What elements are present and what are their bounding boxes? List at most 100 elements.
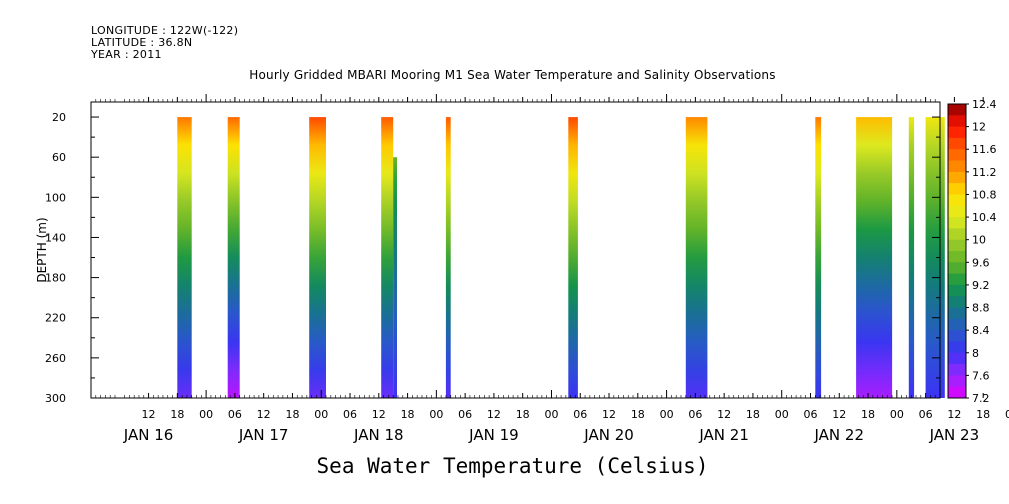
x-date-label: JAN 16 [123, 426, 174, 444]
plot-frame [90, 101, 941, 399]
y-tick-label: 20 [52, 111, 66, 124]
data-column [925, 117, 945, 398]
colorbar-band [948, 307, 966, 320]
colorbar-tick-label: 11.6 [972, 143, 997, 156]
data-column [908, 117, 915, 398]
x-date-label: JAN 23 [929, 426, 980, 444]
colorbar-tick-label: 12 [972, 121, 986, 134]
x-date-label: JAN 20 [583, 426, 634, 444]
colorbar-tick-label: 10 [972, 234, 986, 247]
y-tick-label: 300 [45, 392, 66, 405]
x-tick-label: 12 [947, 408, 961, 421]
data-column [685, 117, 708, 398]
colorbar-band [948, 330, 966, 342]
y-tick-label: 140 [45, 231, 66, 244]
colorbar-band [948, 251, 966, 263]
x-date-label: JAN 22 [814, 426, 865, 444]
colorbar-band [948, 386, 966, 399]
data-column [381, 117, 394, 398]
data-column [815, 117, 822, 398]
y-tick-label: 100 [45, 191, 66, 204]
colorbar-band [948, 364, 966, 376]
x-tick-label: 06 [228, 408, 242, 421]
latitude-label: LATITUDE : 36.8N [91, 36, 193, 49]
x-tick-label: 06 [919, 408, 933, 421]
x-tick-label: 00 [199, 408, 213, 421]
colorbar-tick-label: 8.8 [972, 302, 990, 315]
colorbar-tick-label: 8.4 [972, 324, 990, 337]
y-axis-label: DEPTH (m) [35, 217, 49, 282]
x-tick-label: 18 [631, 408, 645, 421]
colorbar-band [948, 239, 966, 252]
x-tick-label: 18 [401, 408, 415, 421]
x-tick-label: 00 [429, 408, 443, 421]
y-tick-label: 260 [45, 352, 66, 365]
x-tick-label: 00 [890, 408, 904, 421]
colorbar-band [948, 205, 966, 218]
x-date-label: JAN 18 [353, 426, 404, 444]
data-columns [177, 117, 945, 398]
colorbar-band [948, 273, 966, 286]
data-column [445, 117, 451, 398]
colorbar-band [948, 104, 966, 116]
colorbar-band [948, 194, 966, 207]
x-tick-label: 12 [602, 408, 616, 421]
colorbar-band [948, 171, 966, 184]
x-date-label: JAN 21 [698, 426, 749, 444]
x-tick-label: 00 [314, 408, 328, 421]
colorbar-band [948, 149, 966, 161]
y-axis: 20 60 100 140 180 220 260 300 [45, 111, 940, 405]
y-tick-label: 220 [45, 312, 66, 325]
x-tick-label: 12 [142, 408, 156, 421]
colorbar-tick-label: 11.2 [972, 166, 997, 179]
x-tick-label: 06 [803, 408, 817, 421]
x-tick-label: 18 [746, 408, 760, 421]
colorbar-band [948, 352, 966, 365]
x-tick-label: 18 [285, 408, 299, 421]
x-tick-label: 06 [688, 408, 702, 421]
colorbar-band [948, 296, 966, 308]
colorbar-tick-label: 10.8 [972, 188, 997, 201]
x-tick-label: 18 [516, 408, 530, 421]
colorbar-band [948, 228, 966, 241]
colorbar-band [948, 284, 966, 297]
x-tick-label: 12 [832, 408, 846, 421]
colorbar-band [948, 115, 966, 128]
colorbar-tick-label: 7.6 [972, 369, 990, 382]
x-tick-label: 06 [573, 408, 587, 421]
colorbar-band [948, 217, 966, 229]
x-tick-label: 18 [170, 408, 184, 421]
x-tick-label: 18 [976, 408, 990, 421]
colorbar-tick-label: 8 [972, 347, 979, 360]
colorbar-band [948, 126, 966, 139]
x-tick-label: 06 [343, 408, 357, 421]
colorbar: 12.4 12 11.6 11.2 10.8 10.4 10 9.6 9.2 8.8 8.4 8 7.6… [947, 98, 997, 405]
x-tick-label: 12 [487, 408, 501, 421]
data-column [177, 117, 192, 398]
x-date-label: JAN 19 [468, 426, 519, 444]
colorbar-tick-label: 12.4 [972, 98, 997, 111]
x-tick-label: 00 [775, 408, 789, 421]
colorbar-tick-label: 9.2 [972, 279, 990, 292]
colorbar-band [948, 183, 966, 195]
colorbar-tick-label: 10.4 [972, 211, 997, 224]
chart-title: Hourly Gridded MBARI Mooring M1 Sea Wate… [249, 68, 776, 82]
x-tick-label: 18 [861, 408, 875, 421]
colorbar-tick-label: 7.2 [972, 392, 990, 405]
colorbar-tick-label: 9.6 [972, 256, 990, 269]
y-tick-label: 60 [52, 151, 66, 164]
x-tick-label: 00 [544, 408, 558, 421]
x-tick-label: 00 [1005, 408, 1009, 421]
x-axis-label: Sea Water Temperature (Celsius) [316, 454, 709, 478]
x-tick-label: 06 [458, 408, 472, 421]
x-tick-label: 00 [660, 408, 674, 421]
longitude-label: LONGITUDE : 122W(-122) [91, 24, 239, 37]
data-column [309, 117, 326, 398]
x-tick-label: 12 [717, 408, 731, 421]
year-label: YEAR : 2011 [91, 48, 162, 61]
y-tick-label: 180 [45, 272, 66, 285]
data-column [393, 157, 397, 398]
x-date-label: JAN 17 [238, 426, 289, 444]
x-axis: 12 18 00 06 12 18 00 06 12 18 00 06 12 18 00 06 12 18 00 06… [95, 94, 1009, 444]
